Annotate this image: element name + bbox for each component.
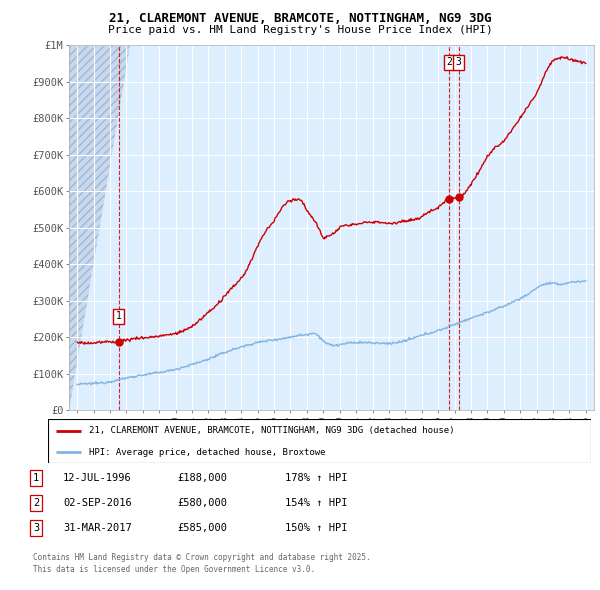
Text: £580,000: £580,000 (177, 498, 227, 507)
Text: 3: 3 (456, 57, 461, 67)
Text: 1: 1 (116, 312, 122, 322)
Text: £188,000: £188,000 (177, 473, 227, 483)
Polygon shape (69, 45, 130, 410)
Text: 178% ↑ HPI: 178% ↑ HPI (285, 473, 347, 483)
Text: 31-MAR-2017: 31-MAR-2017 (63, 523, 132, 533)
Text: 21, CLAREMONT AVENUE, BRAMCOTE, NOTTINGHAM, NG9 3DG (detached house): 21, CLAREMONT AVENUE, BRAMCOTE, NOTTINGH… (89, 427, 454, 435)
FancyBboxPatch shape (48, 419, 591, 463)
Text: Price paid vs. HM Land Registry's House Price Index (HPI): Price paid vs. HM Land Registry's House … (107, 25, 493, 35)
Text: 154% ↑ HPI: 154% ↑ HPI (285, 498, 347, 507)
Text: 02-SEP-2016: 02-SEP-2016 (63, 498, 132, 507)
Text: HPI: Average price, detached house, Broxtowe: HPI: Average price, detached house, Brox… (89, 448, 325, 457)
Text: Contains HM Land Registry data © Crown copyright and database right 2025.
This d: Contains HM Land Registry data © Crown c… (33, 553, 371, 574)
Text: 2: 2 (33, 498, 39, 507)
Text: 3: 3 (33, 523, 39, 533)
Text: 21, CLAREMONT AVENUE, BRAMCOTE, NOTTINGHAM, NG9 3DG: 21, CLAREMONT AVENUE, BRAMCOTE, NOTTINGH… (109, 12, 491, 25)
Text: 150% ↑ HPI: 150% ↑ HPI (285, 523, 347, 533)
Text: 2: 2 (446, 57, 452, 67)
Text: £585,000: £585,000 (177, 523, 227, 533)
Polygon shape (69, 45, 130, 410)
Text: 1: 1 (33, 473, 39, 483)
Text: 12-JUL-1996: 12-JUL-1996 (63, 473, 132, 483)
